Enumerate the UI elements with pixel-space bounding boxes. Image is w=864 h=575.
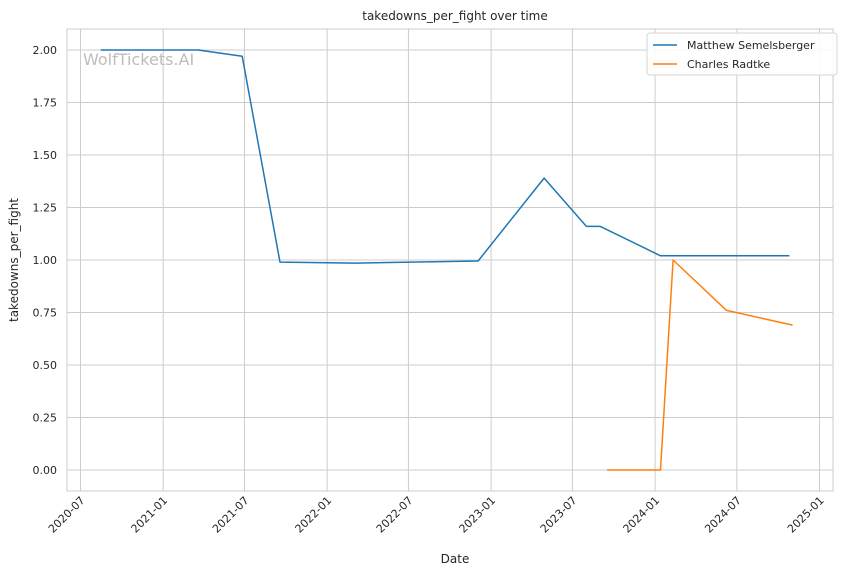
watermark-text: WolfTickets.AI <box>83 50 194 69</box>
chart-title: takedowns_per_fight over time <box>362 9 548 23</box>
y-tick-label: 2.00 <box>33 44 58 57</box>
series-lines <box>100 49 793 471</box>
y-tick-label: 0.75 <box>33 307 58 320</box>
y-tick-label: 1.25 <box>33 202 58 215</box>
legend-label: Matthew Semelsberger <box>687 39 815 52</box>
y-tick-label: 0.50 <box>33 359 58 372</box>
y-tick-label: 1.75 <box>33 97 58 110</box>
y-tick-label: 1.50 <box>33 149 58 162</box>
y-tick-label: 1.00 <box>33 254 58 267</box>
legend-label: Charles Radtke <box>687 58 770 71</box>
y-axis-ticks: 0.00 0.25 0.50 0.75 1.00 1.25 1.50 1.75 2.00 <box>33 44 58 477</box>
grid <box>67 29 833 491</box>
x-axis-label: Date <box>441 552 470 566</box>
y-axis-label: takedowns_per_fight <box>7 198 21 322</box>
series-line-matthew-semelsberger <box>100 49 790 264</box>
legend-box <box>646 32 838 76</box>
legend: Matthew Semelsberger Charles Radtke <box>646 32 838 76</box>
plot-frame <box>66 28 834 492</box>
y-tick-label: 0.25 <box>33 412 58 425</box>
y-tick-label: 0.00 <box>33 464 58 477</box>
series-line-charles-radtke <box>607 259 793 471</box>
